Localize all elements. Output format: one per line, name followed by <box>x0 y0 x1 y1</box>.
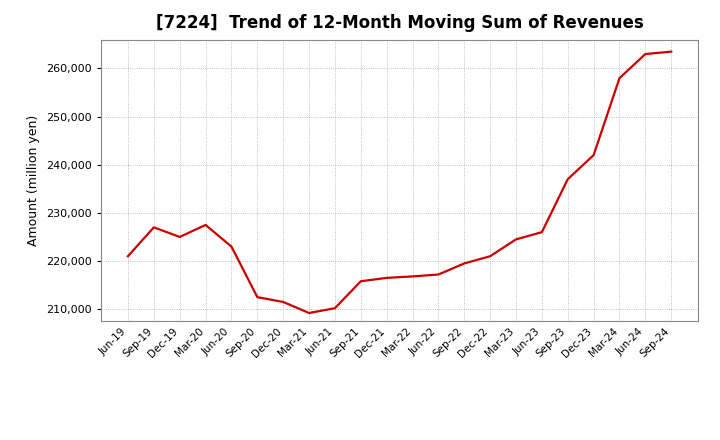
Y-axis label: Amount (million yen): Amount (million yen) <box>27 115 40 246</box>
Title: [7224]  Trend of 12-Month Moving Sum of Revenues: [7224] Trend of 12-Month Moving Sum of R… <box>156 15 644 33</box>
